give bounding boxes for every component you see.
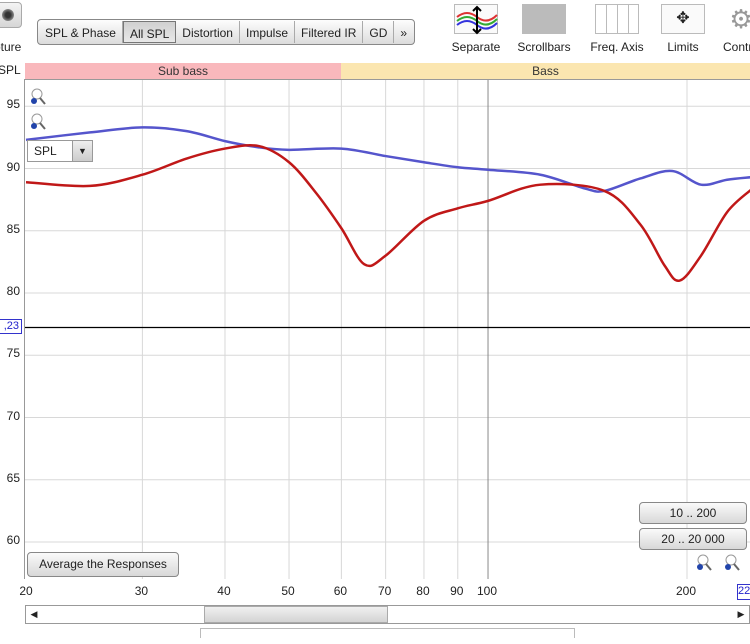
tab-spl-phase[interactable]: SPL & Phase: [39, 21, 123, 43]
chevron-down-icon: ▼: [72, 141, 92, 161]
x-marker-label[interactable]: 225: [737, 584, 750, 600]
spl-trace-2: [25, 143, 750, 283]
tab-distortion[interactable]: Distortion: [176, 21, 240, 43]
y-tick-label: 65: [6, 470, 20, 485]
x-tick-label: 200: [675, 584, 697, 598]
capture-button[interactable]: [0, 2, 22, 28]
y-axis-unit: SPL: [0, 63, 21, 77]
spl-graph[interactable]: [24, 79, 750, 579]
tab-gd[interactable]: GD: [363, 21, 395, 43]
separate-label: Separate: [451, 40, 501, 54]
scrollbars-button[interactable]: Scrollbars: [514, 4, 574, 54]
y-tick-label: 85: [6, 221, 20, 236]
y-tick-label: 90: [6, 159, 20, 174]
x-tick-label: 80: [416, 584, 430, 598]
average-responses-button[interactable]: Average the Responses: [27, 552, 179, 577]
separate-traces-icon: [454, 4, 498, 35]
tab-impulse[interactable]: Impulse: [240, 21, 296, 43]
scroll-right-icon[interactable]: ▶: [737, 609, 745, 619]
legend-strip: [200, 628, 575, 638]
y-tick-label: 75: [6, 346, 20, 361]
separate-button[interactable]: Separate: [448, 4, 504, 54]
x-tick-label: 70: [377, 584, 392, 598]
limits-button[interactable]: ✥ Limits: [658, 4, 708, 54]
x-tick-label: 20: [19, 584, 33, 598]
scrollbars-label: Scrollbars: [517, 40, 571, 54]
controls-label: Contro: [722, 40, 750, 54]
gear-icon: ⚙: [729, 4, 750, 34]
freq-axis-button[interactable]: Freq. Axis: [586, 4, 648, 54]
limits-icon: ✥: [661, 4, 705, 34]
range-20-20000-button[interactable]: 20 .. 20 000: [639, 528, 747, 550]
x-tick-label: 30: [134, 584, 149, 598]
band-bass: Bass: [341, 63, 750, 79]
spl-trace-1: [25, 126, 750, 193]
x-tick-label: 40: [217, 584, 231, 598]
freq-axis-icon: [595, 4, 639, 34]
x-tick-label: 100: [477, 584, 498, 598]
band-sub-bass: Sub bass: [25, 63, 341, 79]
tab-more[interactable]: »: [400, 26, 408, 40]
zoom-in-x-icon[interactable]: [724, 554, 740, 575]
y-tick-label: 60: [6, 533, 20, 547]
y-marker-label[interactable]: ,23: [0, 319, 22, 334]
controls-button[interactable]: ⚙ Contro: [716, 4, 750, 54]
zoom-out-icon[interactable]: [30, 113, 46, 134]
tab-all-spl[interactable]: All SPL: [122, 21, 177, 43]
range-10-200-button[interactable]: 10 .. 200: [639, 502, 747, 524]
scrollbars-icon: [522, 4, 566, 34]
graph-tabs: SPL & Phase All SPL Distortion Impulse F…: [37, 19, 416, 45]
x-tick-label: 60: [333, 584, 348, 598]
scroll-left-icon[interactable]: ◀: [30, 609, 38, 619]
trace-type-value: SPL: [34, 144, 57, 158]
limits-label: Limits: [667, 40, 699, 54]
trace-type-select[interactable]: SPL ▼: [27, 140, 93, 162]
x-tick-label: 90: [450, 584, 464, 598]
zoom-in-icon[interactable]: [30, 88, 46, 109]
y-tick-label: 80: [6, 284, 20, 298]
capture-label: pture: [0, 40, 22, 54]
scrollbar-thumb[interactable]: [204, 606, 388, 623]
x-tick-label: 50: [281, 584, 295, 598]
y-tick-label: 95: [6, 97, 20, 112]
horizontal-scrollbar[interactable]: ◀ ▶: [25, 605, 750, 624]
tab-filtered-ir[interactable]: Filtered IR: [295, 21, 364, 43]
zoom-out-x-icon[interactable]: [696, 554, 712, 575]
y-tick-label: 70: [6, 408, 20, 423]
freq-axis-label: Freq. Axis: [590, 40, 644, 54]
